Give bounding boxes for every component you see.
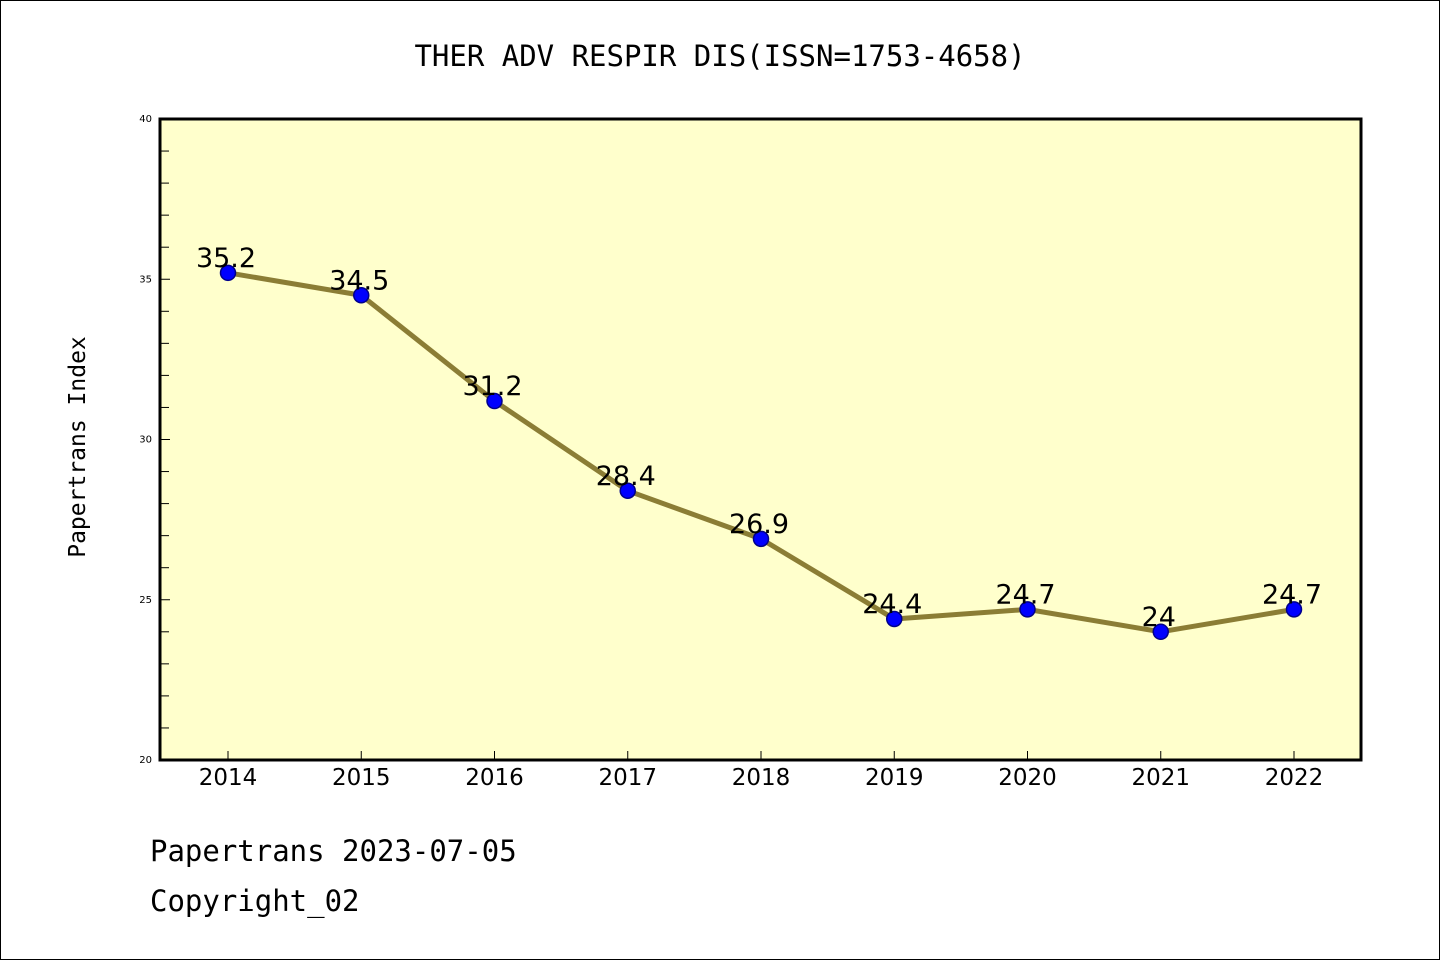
data-point [886, 610, 903, 628]
footer-copyright-line: Copyright_02 [150, 884, 360, 918]
y-tick-label: 30 [139, 435, 152, 446]
x-tick-label: 2015 [332, 765, 391, 791]
series-layer: 35.2 34.5 31.2 28.4 26.9 24.4 24.7 24 24.7 [196, 243, 1322, 641]
data-label: 35.2 [196, 243, 256, 274]
y-tick-label: 25 [139, 595, 152, 606]
y-tick-label: 35 [139, 274, 152, 285]
y-tick-labels: 20 25 30 35 40 [139, 114, 152, 766]
data-point [1285, 601, 1303, 618]
y-tick-label: 40 [139, 114, 152, 125]
x-tick-label: 2021 [1131, 765, 1190, 791]
data-label: 24 [1142, 602, 1176, 633]
data-label: 31.2 [462, 371, 522, 402]
data-label: 34.5 [329, 265, 389, 296]
x-tick-label: 2022 [1265, 765, 1324, 791]
chart-title: THER ADV RESPIR DIS(ISSN=1753-4658) [414, 39, 1025, 73]
x-tick-label: 2018 [732, 765, 791, 791]
data-label: 26.9 [729, 509, 789, 540]
x-tick-label: 2014 [199, 765, 258, 791]
y-axis-label: Papertrans Index [65, 336, 91, 558]
x-tick-label: 2019 [865, 765, 924, 791]
data-point [1152, 623, 1169, 641]
data-point [619, 482, 636, 500]
data-label: 28.4 [596, 461, 656, 492]
data-label: 24.7 [1262, 579, 1322, 610]
data-point [1019, 601, 1036, 618]
footer-date-line: Papertrans 2023-07-05 [150, 834, 517, 868]
x-tick-label: 2017 [598, 765, 657, 791]
x-tick-label: 2020 [998, 765, 1057, 791]
data-point [353, 287, 370, 304]
data-point [219, 264, 237, 282]
x-tick-labels: 2014 2015 2016 2017 2018 2019 2020 2021 2022 [199, 751, 1324, 791]
x-tick-label: 2016 [465, 765, 524, 791]
data-label: 24.4 [862, 589, 922, 620]
data-label: 24.7 [995, 579, 1055, 610]
y-minor-ticks [160, 118, 170, 761]
data-point [752, 530, 770, 548]
data-point [486, 392, 503, 410]
plot-area [158, 117, 1363, 762]
y-tick-label: 20 [139, 755, 152, 766]
